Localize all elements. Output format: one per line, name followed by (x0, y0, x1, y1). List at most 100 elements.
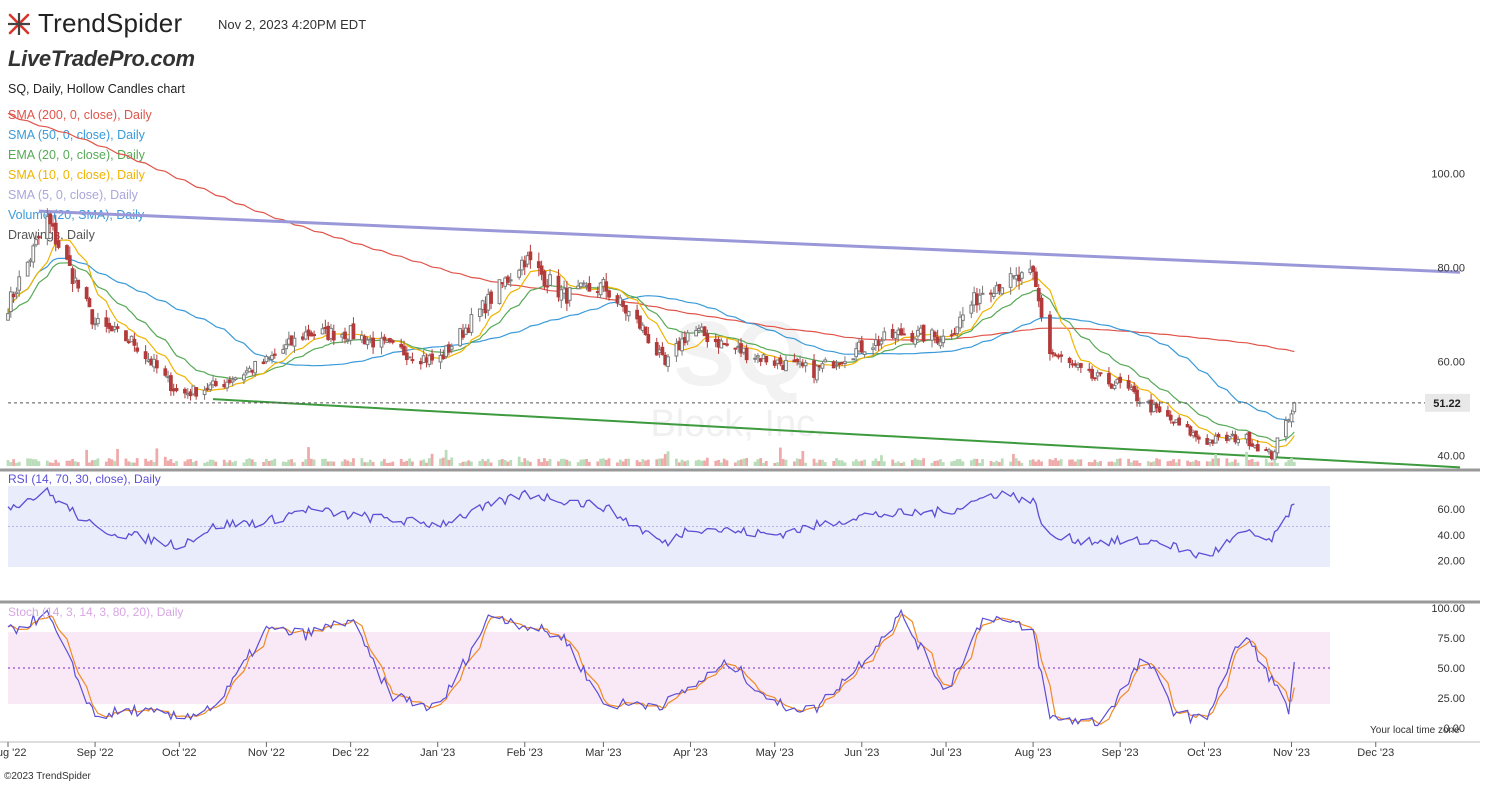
volume-bar (1054, 458, 1057, 466)
volume-bar (1127, 458, 1130, 466)
volume-bar (579, 459, 583, 466)
volume-bar (248, 458, 251, 466)
volume-bar (189, 459, 192, 466)
volume-bar (529, 461, 532, 466)
candle-body (666, 356, 670, 367)
candle-body (1292, 402, 1297, 413)
candle-body (893, 332, 898, 339)
volume-bar (562, 458, 566, 466)
volume-bar (307, 447, 310, 466)
volume-bar (293, 462, 296, 466)
volume-bar (1000, 458, 1004, 466)
candle-body (17, 276, 22, 291)
legend-ema20[interactable]: EMA (20, 0, close), Daily (8, 148, 145, 162)
volume-bar (545, 461, 549, 466)
volume-bar (941, 462, 945, 466)
volume-bar (1014, 458, 1018, 466)
volume-bar (616, 462, 619, 466)
candle-body (11, 293, 16, 298)
volume-bar (1059, 459, 1063, 466)
candle-body (1031, 265, 1035, 272)
legend-sma5[interactable]: SMA (5, 0, close), Daily (8, 188, 138, 202)
volume-bar (675, 458, 678, 466)
candle-body (1000, 287, 1005, 295)
volume-bar (851, 461, 855, 466)
volume-bar (304, 459, 308, 466)
volume-bar (714, 460, 718, 466)
volume-bar (902, 461, 906, 466)
volume-bar (1099, 461, 1102, 466)
volume-bar (6, 460, 10, 466)
legend-sma50[interactable]: SMA (50, 0, close), Daily (8, 128, 145, 142)
volume-bar (773, 462, 777, 466)
volume-bar (764, 460, 768, 466)
volume-bar (281, 461, 285, 466)
volume-bar (323, 458, 327, 466)
x-tick-label: Jan '23 (420, 747, 455, 759)
volume-bar (107, 458, 111, 466)
volume-bar (37, 461, 41, 466)
volume-bar (166, 460, 170, 466)
legend-drawings[interactable]: Drawings, Daily (8, 228, 95, 242)
last-price-badge (1425, 393, 1470, 412)
volume-bar (441, 457, 445, 466)
volume-bar (366, 462, 369, 466)
candle-body (859, 340, 864, 353)
x-tick-label: Nov '22 (248, 747, 285, 759)
candle-body (899, 328, 903, 336)
volume-bar (498, 459, 501, 466)
volume-bar (133, 462, 136, 466)
volume-bar (1225, 458, 1229, 466)
volume-bar (1270, 462, 1274, 466)
volume-bar (1292, 461, 1296, 466)
candle-body (25, 261, 30, 277)
volume-bar (245, 459, 249, 466)
volume-bar (1012, 453, 1015, 466)
volume-bar (222, 459, 226, 466)
volume-bar (666, 451, 670, 466)
legend-sma200[interactable]: SMA (200, 0, close), Daily (8, 108, 152, 122)
candle-body (469, 314, 474, 333)
candle-body (545, 285, 550, 288)
volume-bar (206, 461, 209, 466)
volume-bar (543, 458, 546, 466)
volume-bar (919, 460, 923, 466)
candle-body (124, 330, 128, 342)
volume-bar (759, 458, 763, 466)
volume-bar (793, 461, 796, 466)
volume-bar (683, 461, 687, 466)
candle-body (1132, 385, 1137, 393)
candle-body (1118, 376, 1123, 383)
volume-bar (537, 458, 541, 466)
volume-bar (371, 461, 375, 466)
candle-body (598, 282, 603, 296)
timezone-note: Your local time zone (1370, 725, 1460, 736)
candle-body (45, 216, 50, 240)
price-y-tick-label: 60.00 (1437, 357, 1465, 369)
brand-name: TrendSpider (38, 8, 183, 38)
volume-bar (700, 460, 704, 466)
candle-body (803, 362, 808, 367)
candle-body (1236, 438, 1241, 444)
candle-body (542, 270, 547, 287)
legend-sma10[interactable]: SMA (10, 0, close), Daily (8, 168, 145, 182)
candle-body (980, 292, 985, 295)
candle-body (53, 222, 58, 245)
chart-timestamp: Nov 2, 2023 4:20PM EDT (218, 17, 367, 32)
volume-bar (85, 449, 89, 466)
volume-bar (1214, 454, 1218, 466)
volume-bar (214, 461, 218, 466)
volume-bar (1073, 461, 1077, 466)
candle-body (1078, 363, 1083, 368)
volume-bar (916, 459, 920, 466)
volume-bar (877, 461, 881, 466)
volume-bar (368, 459, 372, 466)
stoch-y-tick-label: 100.00 (1431, 603, 1465, 615)
x-tick-label: Jul '23 (930, 747, 961, 759)
volume-bar (1009, 461, 1013, 466)
candle-body (733, 347, 738, 350)
candle-body (559, 289, 564, 301)
volume-bar (332, 461, 336, 466)
candle-body (320, 328, 325, 335)
